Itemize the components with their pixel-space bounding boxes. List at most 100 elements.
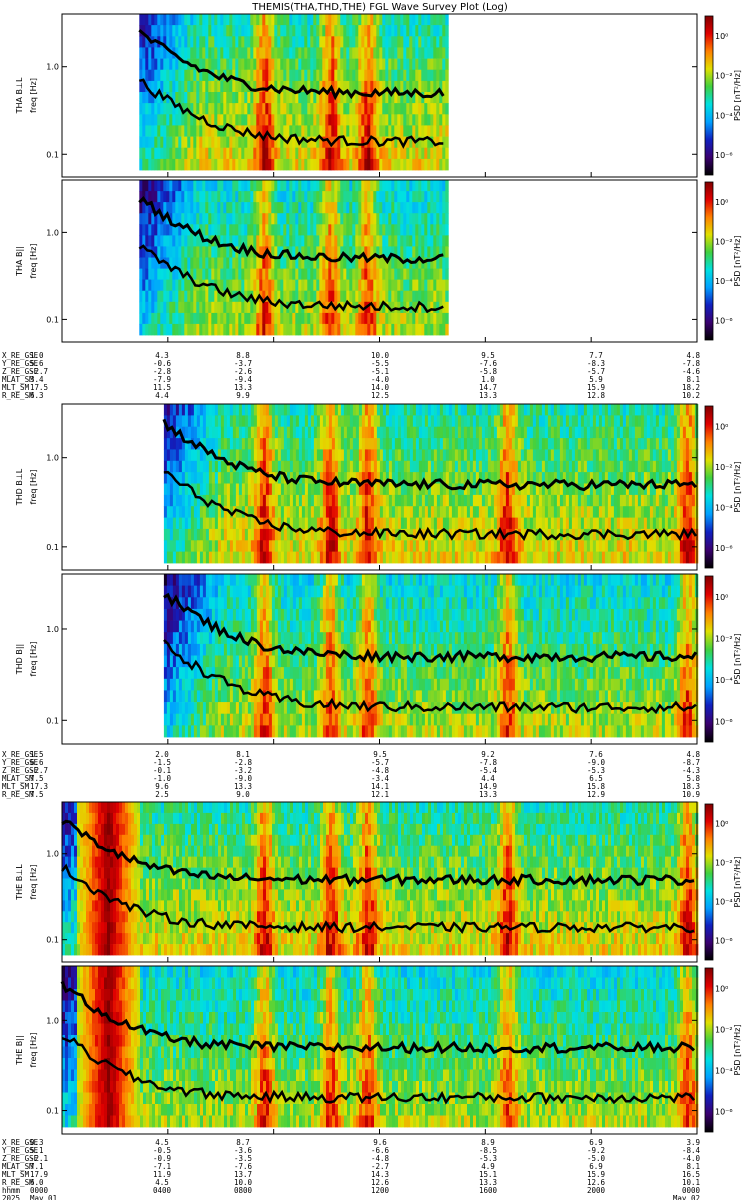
- spectrogram-cell: [436, 313, 439, 325]
- spectrogram-cell: [310, 14, 313, 26]
- spectrogram-cell: [205, 191, 208, 203]
- spectrogram-cell: [163, 70, 166, 82]
- spectrogram-cell: [170, 449, 173, 461]
- spectrogram-cell: [233, 518, 236, 530]
- spectrogram-cell: [385, 70, 388, 82]
- spectrogram-cell: [515, 495, 518, 507]
- spectrogram-cell: [599, 438, 602, 450]
- spectrogram-cell: [166, 81, 169, 93]
- spectrogram-cell: [442, 180, 445, 192]
- spectrogram-cell: [190, 291, 193, 303]
- spectrogram-cell: [358, 148, 361, 160]
- spectrogram-cell: [235, 59, 238, 71]
- spectrogram-cell: [220, 202, 223, 214]
- spectrogram-cell: [286, 159, 289, 171]
- spectrogram-cell: [275, 438, 278, 450]
- spectrogram-cell: [205, 213, 208, 225]
- spectrogram-cell: [400, 213, 403, 225]
- spectrogram-cell: [160, 302, 163, 314]
- spectrogram-cell: [151, 137, 154, 149]
- spectrogram-cell: [419, 540, 422, 552]
- spectrogram-cell: [355, 191, 358, 203]
- spectrogram-cell: [563, 540, 566, 552]
- spectrogram-cell: [233, 449, 236, 461]
- spectrogram-cell: [283, 324, 286, 336]
- spectrogram-cell: [530, 495, 533, 507]
- spectrogram-cell: [307, 125, 310, 136]
- spectrogram-cell: [269, 484, 272, 496]
- spectrogram-cell: [269, 472, 272, 484]
- spectrogram-cell: [382, 313, 385, 325]
- spectrogram-cell: [442, 202, 445, 214]
- spectrogram-cell: [394, 269, 397, 281]
- spectrogram-cell: [325, 269, 328, 281]
- spectrogram-cell: [259, 59, 262, 71]
- spectrogram-cell: [145, 313, 148, 325]
- spectrogram-cell: [271, 280, 274, 292]
- spectrogram-cell: [170, 438, 173, 450]
- spectrogram-cell: [416, 506, 419, 518]
- spectrogram-cell: [346, 235, 349, 247]
- spectrogram-cell: [367, 235, 370, 247]
- spectrogram-cell: [275, 506, 278, 518]
- spectrogram-cell: [361, 114, 364, 126]
- spectrogram-cell: [439, 36, 442, 48]
- spectrogram-cell: [422, 461, 425, 473]
- spectrogram-cell: [332, 540, 335, 552]
- spectrogram-cell: [244, 280, 247, 292]
- spectrogram-cell: [308, 552, 311, 564]
- spectrogram-cell: [263, 484, 266, 496]
- spectrogram-cell: [295, 324, 298, 336]
- spectrogram-cell: [476, 552, 479, 564]
- spectrogram-cell: [536, 427, 539, 439]
- spectrogram-cell: [169, 280, 172, 292]
- spectrogram-cell: [344, 506, 347, 518]
- spectrogram-cell: [412, 202, 415, 214]
- spectrogram-cell: [554, 552, 557, 564]
- spectrogram-cell: [286, 202, 289, 214]
- spectrogram-cell: [512, 506, 515, 518]
- spectrogram-cell: [415, 213, 418, 225]
- spectrogram-cell: [343, 148, 346, 160]
- spectrogram-cell: [596, 404, 599, 416]
- spectrogram-cell: [485, 427, 488, 439]
- spectrogram-cell: [145, 148, 148, 160]
- spectrogram-cell: [238, 36, 241, 48]
- spectrogram-cell: [277, 47, 280, 59]
- spectrogram-cell: [311, 552, 314, 564]
- spectrogram-cell: [286, 114, 289, 126]
- spectrogram-cell: [238, 258, 241, 270]
- spectrogram-cell: [142, 324, 145, 336]
- spectrogram-cell: [274, 269, 277, 281]
- spectrogram-cell: [286, 47, 289, 59]
- spectrogram-cell: [301, 202, 304, 214]
- spectrogram-cell: [280, 213, 283, 225]
- spectrogram-cell: [527, 427, 530, 439]
- spectrogram-cell: [341, 449, 344, 461]
- spectrogram-cell: [298, 159, 301, 171]
- spectrogram-cell: [139, 313, 142, 325]
- spectrogram-cell: [290, 461, 293, 473]
- spectrogram-cell: [428, 540, 431, 552]
- spectrogram-cell: [188, 461, 191, 473]
- spectrogram-cell: [325, 103, 328, 115]
- spectrogram-cell: [385, 235, 388, 247]
- spectrogram-cell: [196, 159, 199, 171]
- spectrogram-cell: [397, 114, 400, 126]
- spectrogram-cell: [196, 103, 199, 115]
- spectrogram-cell: [197, 506, 200, 518]
- spectrogram-cell: [352, 148, 355, 160]
- spectrogram-cell: [281, 552, 284, 564]
- spectrogram-cell: [145, 180, 148, 192]
- spectrogram-cell: [229, 148, 232, 160]
- spectrogram-cell: [209, 427, 212, 439]
- spectrogram-cell: [287, 438, 290, 450]
- spectrogram-cell: [325, 125, 328, 136]
- spectrogram-cell: [286, 258, 289, 270]
- spectrogram-cell: [386, 438, 389, 450]
- spectrogram-cell: [313, 235, 316, 247]
- spectrogram-cell: [394, 235, 397, 247]
- spectrogram-cell: [359, 552, 362, 564]
- spectrogram-cell: [275, 415, 278, 427]
- spectrogram-cell: [310, 103, 313, 115]
